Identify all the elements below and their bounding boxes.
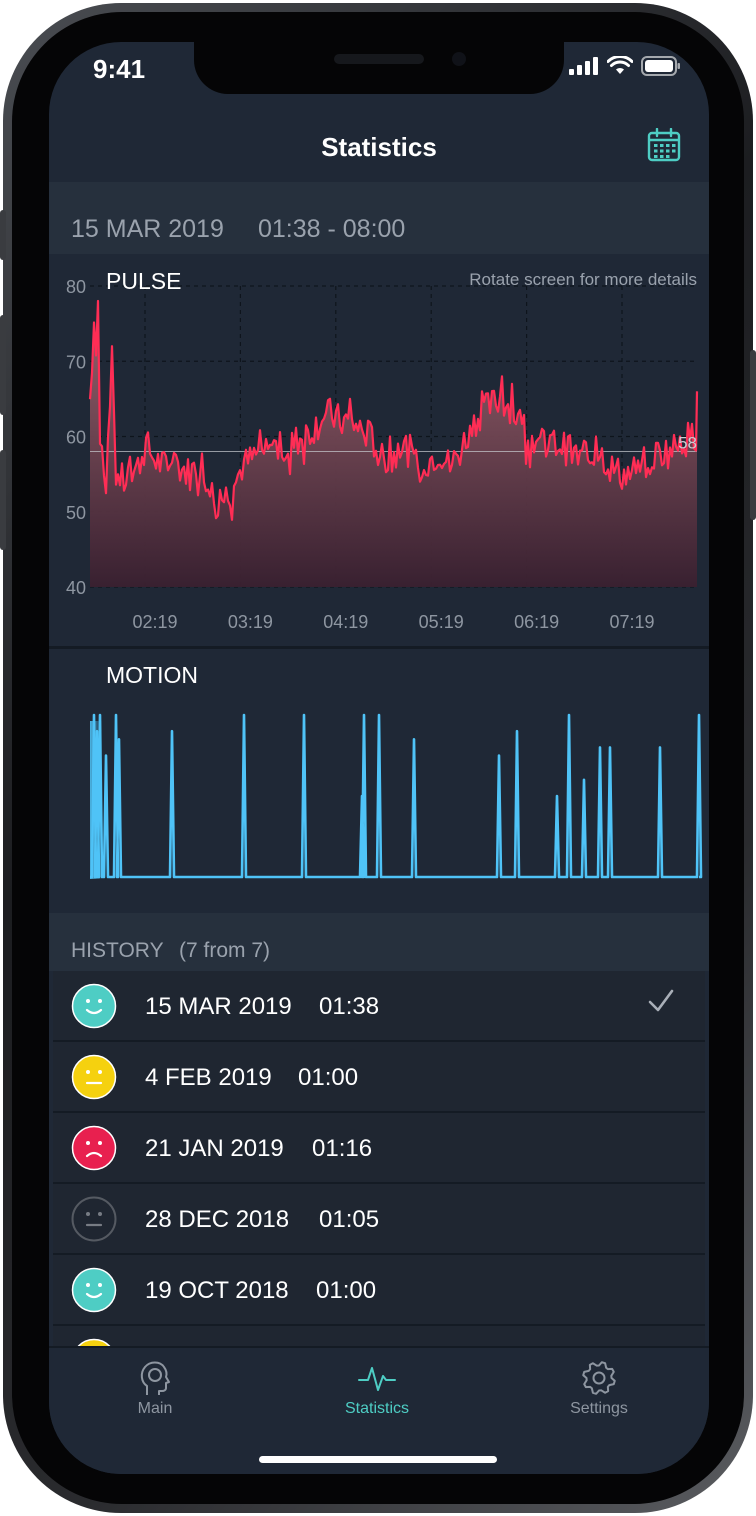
- nav-header: Statistics: [49, 94, 709, 182]
- pulse-x-tick: 03:19: [228, 612, 273, 632]
- history-time: 01:00: [298, 1064, 359, 1091]
- session-time-range: 01:38 - 08:00: [258, 215, 406, 243]
- history-row[interactable]: 21 JAN 2019 01:16: [53, 1113, 705, 1184]
- pulse-x-tick: 05:19: [419, 612, 464, 632]
- pulse-line: [88, 299, 699, 521]
- history-date: 21 JAN 2019: [145, 1135, 284, 1162]
- tab-statistics[interactable]: Statistics: [307, 1358, 447, 1418]
- tab-settings-label: Settings: [570, 1400, 628, 1417]
- section-divider: [49, 646, 709, 649]
- status-time: 9:41: [93, 54, 146, 84]
- motion-chart: MOTION: [49, 649, 709, 913]
- pulse-y-tick: 70: [66, 352, 86, 372]
- pulse-chart: 80 70 60 50 40 02:19 03:19 04:19 05:19 06:19 07:1…: [49, 254, 709, 646]
- pulse-y-tick: 40: [66, 578, 86, 598]
- pulse-area: [90, 301, 697, 587]
- side-button: [750, 350, 756, 520]
- history-date: 19 OCT 2018: [145, 1277, 289, 1304]
- sad-face-icon: [71, 1125, 117, 1171]
- checkmark-icon: [648, 989, 674, 1012]
- battery-icon: [641, 56, 680, 76]
- tab-statistics-label: Statistics: [344, 1400, 409, 1417]
- history-count: (7 from 7): [179, 939, 271, 962]
- happy-face-icon: [71, 1267, 117, 1313]
- tab-main[interactable]: Main: [85, 1358, 225, 1418]
- notch: [194, 42, 564, 94]
- pulse-wave-icon: [358, 1367, 396, 1391]
- history-time: 01:38: [319, 993, 380, 1020]
- status-icons: [569, 56, 681, 76]
- session-date: 15 MAR 2019: [71, 215, 224, 243]
- history-date: 4 FEB 2019: [145, 1064, 272, 1091]
- neutral-face-icon: [71, 1054, 117, 1100]
- page-title: Statistics: [321, 132, 437, 162]
- session-date-row: 15 MAR 2019 01:38 - 08:00: [49, 182, 709, 254]
- pulse-chart-svg: 80 70 60 50 40 02:19 03:19 04:19 05:19 06:19 07:1…: [66, 277, 699, 632]
- volume-down-button: [0, 450, 6, 550]
- history-row[interactable]: 4 FEB 2019 01:00: [53, 1042, 705, 1113]
- app-screen: 9:41 Statistics: [49, 42, 709, 1474]
- speaker: [334, 54, 424, 64]
- tab-settings[interactable]: Settings: [529, 1358, 669, 1418]
- pulse-x-tick: 07:19: [609, 612, 654, 632]
- history-row[interactable]: 28 DEC 2018 01:05: [53, 1184, 705, 1255]
- head-icon: [140, 1361, 170, 1395]
- pulse-x-tick: 04:19: [323, 612, 368, 632]
- calendar-icon[interactable]: [647, 128, 681, 162]
- pulse-y-tick: 60: [66, 428, 86, 448]
- pulse-y-tick: 80: [66, 277, 86, 297]
- pulse-x-tick: 06:19: [514, 612, 559, 632]
- pulse-label: PULSE: [106, 268, 182, 294]
- history-row[interactable]: 15 MAR 2019 01:38: [53, 971, 705, 1042]
- history-time: 01:16: [312, 1135, 373, 1162]
- pulse-y-tick: 50: [66, 503, 86, 523]
- tab-main-label: Main: [137, 1400, 173, 1417]
- history-label: HISTORY: [71, 939, 164, 962]
- gear-icon: [582, 1361, 616, 1395]
- cellular-signal-icon: [569, 57, 598, 75]
- history-time: 01:05: [319, 1206, 380, 1233]
- rotate-hint: Rotate screen for more details: [469, 270, 697, 289]
- history-date: 28 DEC 2018: [145, 1206, 290, 1233]
- pulse-current-value: 58: [678, 434, 697, 453]
- motion-label: MOTION: [106, 662, 198, 688]
- mute-switch: [0, 210, 6, 260]
- motion-chart-svg: [90, 713, 703, 879]
- happy-face-icon: [71, 983, 117, 1029]
- history-row[interactable]: 19 OCT 2018 01:00: [53, 1255, 705, 1326]
- motion-line: [90, 713, 703, 879]
- tab-bar: Main Statistics Settings: [49, 1346, 709, 1474]
- home-indicator: [259, 1456, 497, 1463]
- neutral-face-icon: [71, 1196, 117, 1242]
- history-header: HISTORY (7 from 7): [49, 913, 709, 971]
- wifi-icon: [607, 56, 633, 74]
- history-time: 01:00: [316, 1277, 377, 1304]
- history-date: 15 MAR 2019: [145, 993, 292, 1020]
- volume-up-button: [0, 315, 6, 415]
- pulse-x-tick: 02:19: [132, 612, 177, 632]
- front-camera: [452, 52, 466, 66]
